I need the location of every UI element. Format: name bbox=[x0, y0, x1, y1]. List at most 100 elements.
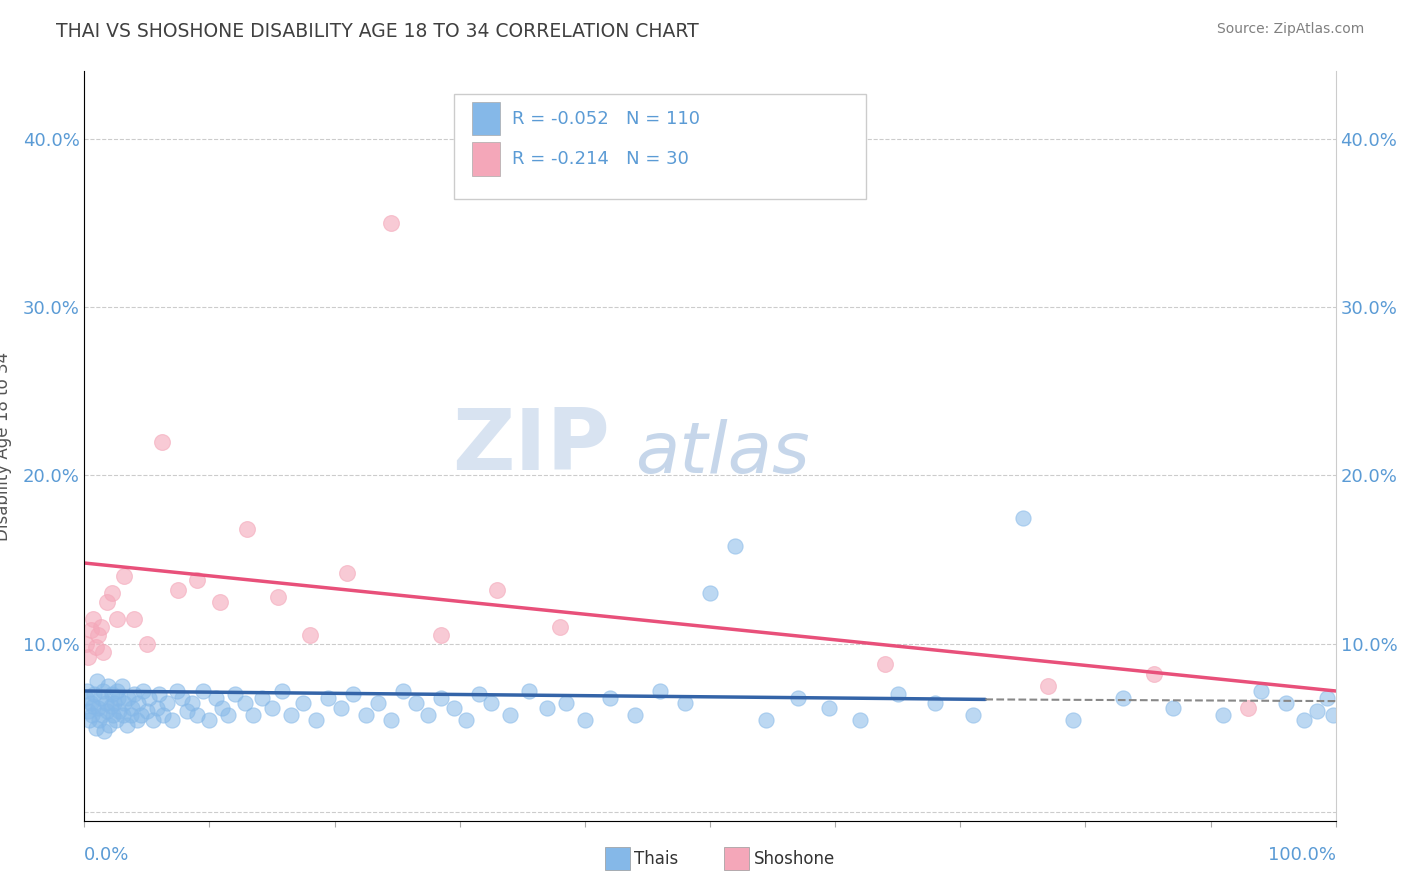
Point bbox=[101, 707, 124, 722]
Point bbox=[548, 620, 571, 634]
Point bbox=[1250, 684, 1272, 698]
Point bbox=[499, 707, 522, 722]
Point bbox=[101, 586, 124, 600]
Point bbox=[181, 696, 204, 710]
FancyBboxPatch shape bbox=[454, 94, 866, 199]
Point bbox=[430, 628, 453, 642]
Point bbox=[124, 611, 146, 625]
Point bbox=[176, 704, 198, 718]
Point bbox=[79, 624, 101, 638]
Point bbox=[233, 696, 256, 710]
Point bbox=[962, 707, 984, 722]
Point bbox=[120, 707, 142, 722]
Point bbox=[574, 713, 596, 727]
Point bbox=[875, 657, 897, 671]
Point bbox=[75, 637, 97, 651]
Point bbox=[536, 701, 558, 715]
Point bbox=[112, 696, 135, 710]
Point bbox=[125, 713, 148, 727]
Point bbox=[699, 586, 721, 600]
Point bbox=[148, 687, 170, 701]
Text: 0.0%: 0.0% bbox=[84, 846, 129, 863]
Text: Shoshone: Shoshone bbox=[754, 850, 835, 868]
Point bbox=[77, 704, 100, 718]
Point bbox=[115, 717, 138, 731]
Point bbox=[755, 713, 778, 727]
Point bbox=[84, 640, 107, 655]
Point bbox=[101, 687, 124, 701]
Point bbox=[112, 569, 135, 583]
Point bbox=[486, 582, 509, 597]
Point bbox=[673, 696, 696, 710]
Point bbox=[170, 690, 193, 705]
Point bbox=[100, 699, 122, 714]
Point bbox=[242, 707, 264, 722]
Point bbox=[887, 687, 910, 701]
Point bbox=[405, 696, 427, 710]
Point bbox=[479, 696, 502, 710]
Point bbox=[443, 701, 465, 715]
Point bbox=[112, 707, 135, 722]
Point bbox=[1161, 701, 1184, 715]
Point bbox=[105, 684, 128, 698]
Point bbox=[818, 701, 841, 715]
Point bbox=[217, 707, 239, 722]
Point bbox=[75, 690, 97, 705]
Text: R = -0.052   N = 110: R = -0.052 N = 110 bbox=[512, 110, 700, 128]
Point bbox=[624, 707, 647, 722]
Point bbox=[186, 573, 208, 587]
Point bbox=[1294, 713, 1316, 727]
Point bbox=[82, 699, 104, 714]
Point bbox=[146, 701, 169, 715]
Point bbox=[89, 713, 111, 727]
Point bbox=[96, 704, 118, 718]
Point bbox=[156, 696, 179, 710]
Point bbox=[271, 684, 294, 698]
Point bbox=[454, 713, 477, 727]
Point bbox=[1237, 701, 1260, 715]
Point bbox=[298, 628, 321, 642]
Point bbox=[648, 684, 671, 698]
Point bbox=[132, 684, 155, 698]
Point bbox=[1143, 667, 1166, 681]
Point bbox=[96, 595, 118, 609]
Point bbox=[105, 611, 128, 625]
Point bbox=[108, 704, 131, 718]
Point bbox=[142, 713, 165, 727]
Point bbox=[91, 645, 114, 659]
Point bbox=[198, 713, 221, 727]
Point bbox=[87, 701, 110, 715]
Point bbox=[786, 690, 808, 705]
Point bbox=[87, 628, 110, 642]
Point bbox=[224, 687, 246, 701]
Text: 100.0%: 100.0% bbox=[1268, 846, 1336, 863]
Point bbox=[91, 684, 114, 698]
Point bbox=[167, 582, 190, 597]
Point bbox=[555, 696, 578, 710]
Text: Thais: Thais bbox=[634, 850, 678, 868]
Point bbox=[467, 687, 489, 701]
Point bbox=[83, 687, 105, 701]
Point bbox=[342, 687, 364, 701]
Point bbox=[186, 707, 208, 722]
Point bbox=[84, 721, 107, 735]
Point bbox=[1036, 679, 1059, 693]
FancyBboxPatch shape bbox=[472, 102, 499, 136]
Point bbox=[380, 713, 402, 727]
Point bbox=[329, 701, 352, 715]
Point bbox=[292, 696, 315, 710]
Point bbox=[90, 620, 112, 634]
Point bbox=[80, 707, 103, 722]
Point bbox=[380, 216, 402, 230]
Point bbox=[138, 690, 160, 705]
Text: THAI VS SHOSHONE DISABILITY AGE 18 TO 34 CORRELATION CHART: THAI VS SHOSHONE DISABILITY AGE 18 TO 34… bbox=[56, 22, 699, 41]
Point bbox=[262, 701, 284, 715]
Point bbox=[318, 690, 340, 705]
Point bbox=[599, 690, 621, 705]
Point bbox=[208, 595, 231, 609]
Point bbox=[430, 690, 453, 705]
Point bbox=[127, 696, 149, 710]
Text: R = -0.214   N = 30: R = -0.214 N = 30 bbox=[512, 150, 689, 168]
Point bbox=[1062, 713, 1084, 727]
Point bbox=[136, 637, 159, 651]
